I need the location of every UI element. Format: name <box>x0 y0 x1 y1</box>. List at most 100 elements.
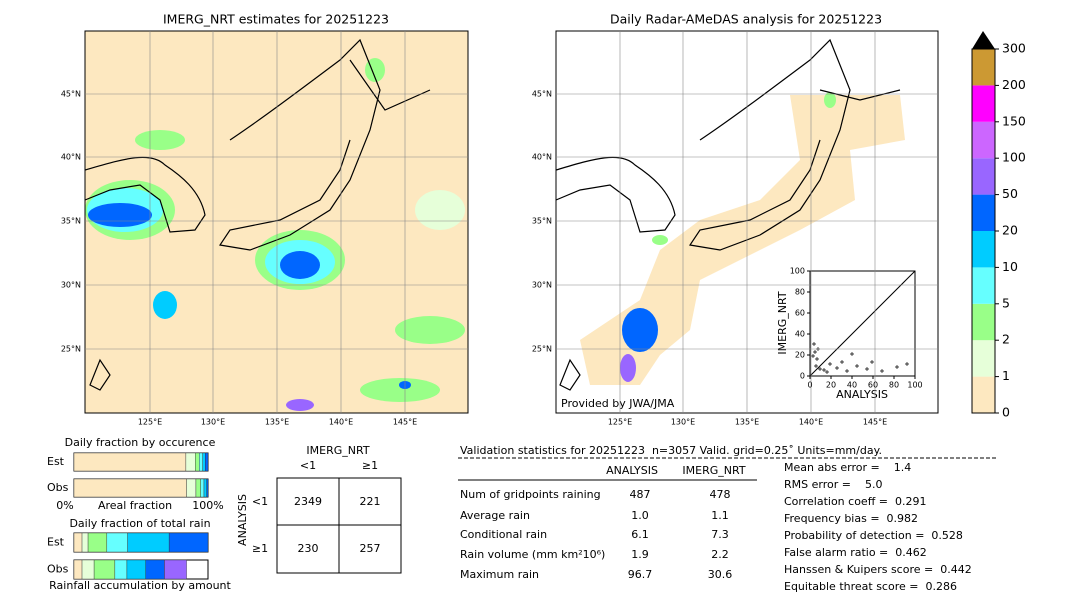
col-header: IMERG_NRT <box>682 464 745 477</box>
lon-label: 145°E <box>393 418 417 427</box>
row-header: <1 <box>252 495 268 508</box>
colorbar-label: 20 <box>1002 223 1018 238</box>
fraction-segment <box>87 532 108 553</box>
cell: 221 <box>360 495 381 508</box>
colorbar-label: 10 <box>1002 259 1018 274</box>
colorbar-bin <box>972 231 995 268</box>
lat-label: 45°N <box>532 90 552 99</box>
stat-value: 487 <box>630 488 651 501</box>
y-axis-label: IMERG_NRT <box>776 291 789 354</box>
cell: 2349 <box>294 495 322 508</box>
score: Correlation coeff = 0.291 <box>784 495 926 508</box>
stat-label: Maximum rain <box>460 568 539 581</box>
stat-label: Num of gridpoints raining <box>460 488 601 501</box>
lat-label: 40°N <box>532 153 552 162</box>
fraction-segment <box>106 532 128 553</box>
lat-label: 30°N <box>532 281 552 290</box>
colorbar-label: 1 <box>1002 368 1010 383</box>
panel-footer: Rainfall accumulation by amount <box>49 579 231 592</box>
scatter-marker <box>813 350 817 354</box>
score: Frequency bias = 0.982 <box>784 512 918 525</box>
lon-label: 135°E <box>265 418 289 427</box>
scatter-marker <box>815 357 819 361</box>
x-tick-label: 80 <box>889 381 899 390</box>
colorbar-label: 5 <box>1002 295 1010 310</box>
cell: 257 <box>360 542 381 555</box>
scatter-marker <box>905 362 909 366</box>
fraction-segment <box>126 559 146 580</box>
stat-value: 2.2 <box>711 548 729 561</box>
fraction-segment <box>93 559 116 580</box>
fraction-segment <box>195 452 200 472</box>
row-label: Est <box>47 536 65 549</box>
colorbar-bin <box>972 376 995 413</box>
cell: 230 <box>298 542 319 555</box>
x-tick-label: 60 <box>868 381 878 390</box>
scatter-marker <box>822 368 826 372</box>
lat-label: 40°N <box>61 153 81 162</box>
x-tick-label: 0 <box>807 381 812 390</box>
credit: Provided by JWA/JMA <box>561 397 675 410</box>
col-header: ≥1 <box>362 459 378 472</box>
colorbar-label: 2 <box>1002 332 1010 347</box>
colorbar-label: 100 <box>1002 150 1026 165</box>
lat-label: 45°N <box>61 90 81 99</box>
stat-value: 1.1 <box>711 509 729 522</box>
stat-label: Rain volume (mm km²10⁶) <box>460 548 605 561</box>
analysis-coverage <box>580 92 905 385</box>
fraction-segment <box>199 452 203 472</box>
scatter-marker <box>825 370 829 374</box>
y-tick-label: 100 <box>790 267 805 276</box>
scatter-marker <box>870 360 874 364</box>
fraction-segment <box>168 532 209 553</box>
fraction-segment <box>202 452 206 472</box>
stat-value: 1.0 <box>631 509 649 522</box>
fraction-segment <box>185 452 196 472</box>
fraction-segment <box>81 532 89 553</box>
colorbar-extend <box>972 31 995 49</box>
scatter-marker <box>828 362 832 366</box>
axis-label: 0% <box>56 499 73 512</box>
colorbar-bin <box>972 194 995 231</box>
fraction-segment <box>127 532 170 553</box>
panel-title: Daily fraction by occurence <box>65 436 216 449</box>
y-tick-label: 80 <box>795 288 805 297</box>
stat-value: 478 <box>710 488 731 501</box>
colorbar-bin <box>972 267 995 304</box>
axis-label: Areal fraction <box>98 499 172 512</box>
fraction-segment <box>73 532 83 553</box>
table-title: ANALYSIS <box>236 494 249 546</box>
scatter-marker <box>835 366 839 370</box>
colorbar-label: 0 <box>1002 405 1010 420</box>
scatter-marker <box>840 360 844 364</box>
x-tick-label: 100 <box>907 381 922 390</box>
scatter-marker <box>880 369 884 373</box>
y-tick-label: 0 <box>800 372 805 381</box>
rain-blobs <box>85 58 465 411</box>
x-axis-label: ANALYSIS <box>836 388 888 401</box>
colorbar-label: 150 <box>1002 113 1026 128</box>
scatter-marker <box>850 352 854 356</box>
lon-label: 125°E <box>608 418 632 427</box>
scatter-marker <box>855 364 859 368</box>
scatter-marker <box>845 369 849 373</box>
fraction-segment <box>205 452 209 472</box>
fraction-segment <box>73 452 187 472</box>
lon-label: 135°E <box>735 418 759 427</box>
lon-label: 140°E <box>799 418 823 427</box>
table-grid <box>276 477 402 574</box>
map-title: Daily Radar-AMeDAS analysis for 20251223 <box>610 12 882 27</box>
lat-label: 35°N <box>532 217 552 226</box>
fraction-segment <box>164 559 187 580</box>
stat-value: 30.6 <box>708 568 733 581</box>
lon-label: 140°E <box>329 418 353 427</box>
fraction-segment <box>203 478 207 498</box>
x-tick-label: 20 <box>826 381 836 390</box>
scatter-marker <box>818 367 822 371</box>
scatter-marker <box>814 364 818 368</box>
stat-value: 96.7 <box>628 568 653 581</box>
axis-label: 100% <box>192 499 223 512</box>
map-title: IMERG_NRT estimates for 20251223 <box>163 12 389 27</box>
row-label: Est <box>47 455 65 468</box>
colorbar-label: 50 <box>1002 186 1018 201</box>
